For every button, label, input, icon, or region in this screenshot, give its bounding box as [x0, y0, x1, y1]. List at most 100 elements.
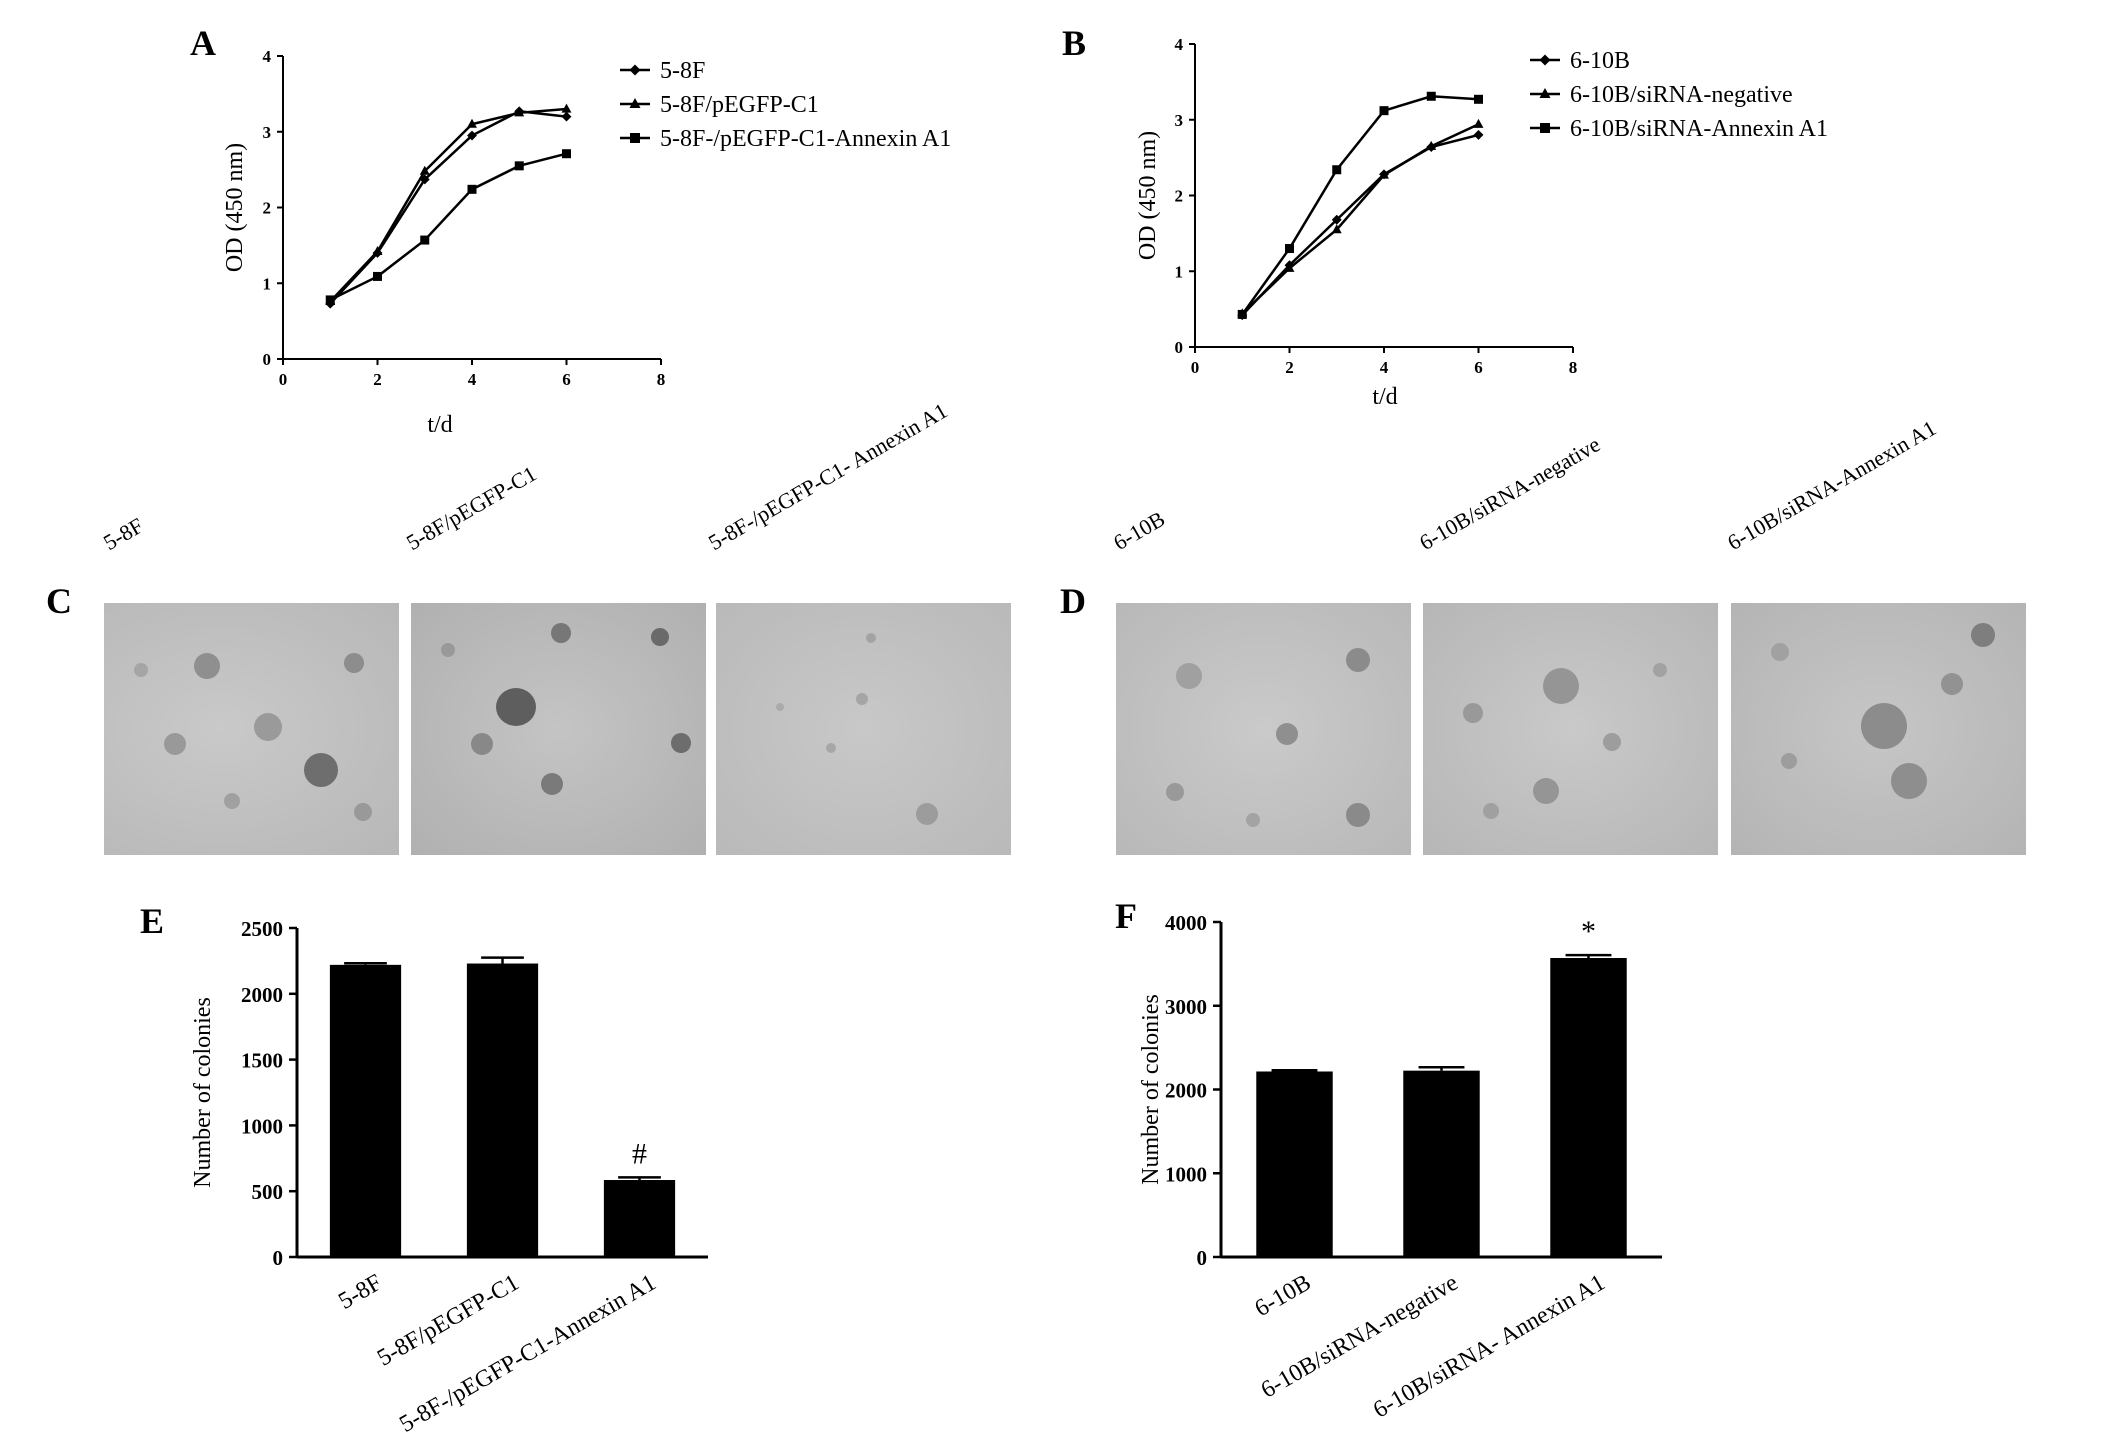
data-point — [514, 161, 524, 171]
x-axis-label: t/d — [1372, 384, 1397, 410]
data-point — [562, 149, 571, 159]
data-point — [1379, 169, 1389, 179]
bar — [603, 1180, 676, 1257]
x-tick-label: 5-8F-/pEGFP-C1-Annexin A1 — [395, 1270, 660, 1438]
legend-label: 6-10B — [1570, 48, 1630, 74]
bar-chart-e: 0 500 1000 1500 2000 2500 Number of colonies 5-… — [190, 917, 708, 1438]
data-point — [1474, 94, 1483, 104]
data-point — [1237, 309, 1247, 319]
micrograph-5-8f — [104, 603, 399, 855]
panel-letter-b: B — [1062, 23, 1087, 63]
y-tick-label: 1000 — [241, 1114, 283, 1138]
x-tick-label: 0 — [279, 370, 288, 389]
y-axis-label: OD (450 nm) — [222, 143, 248, 272]
x-tick-label: 4 — [1380, 358, 1389, 377]
x-tick-label: 6-10B/siRNA- Annexin A1 — [1369, 1270, 1609, 1424]
data-point — [1426, 91, 1436, 101]
data-point — [419, 165, 430, 175]
micrograph-5-8f-pegfp-c1 — [411, 603, 706, 855]
y-tick-label: 4 — [263, 47, 272, 66]
data-point — [1426, 140, 1437, 150]
y-tick-label: 1500 — [241, 1049, 283, 1073]
y-axis-label: OD (450 nm) — [1135, 131, 1161, 260]
panel-letter-e: E — [140, 901, 165, 941]
series-line-3 — [329, 152, 567, 302]
legend-label: 6-10B/siRNA-negative — [1570, 82, 1793, 108]
data-point — [1332, 165, 1342, 175]
x-tick-label: 4 — [468, 370, 477, 389]
data-point — [1284, 262, 1295, 272]
y-axis-label: Number of colonies — [190, 997, 216, 1188]
photo-label-d1: 6-10B — [1109, 505, 1170, 556]
legend-marker — [629, 98, 641, 108]
x-tick-label: 6 — [1474, 358, 1483, 377]
bar — [466, 963, 539, 1257]
significance-mark: * — [1581, 915, 1596, 948]
y-tick-label: 1 — [263, 274, 272, 293]
x-tick-label: 2 — [1285, 358, 1294, 377]
data-point — [467, 130, 477, 141]
panel-letter-c: C — [46, 581, 72, 621]
data-point — [1331, 224, 1342, 234]
y-tick-label: 4 — [1175, 35, 1184, 54]
y-tick-label: 4000 — [1165, 911, 1207, 935]
bar-chart-f: 0 1000 2000 3000 4000 Number of colonies 6-10B… — [1138, 911, 1662, 1424]
bar — [329, 964, 402, 1257]
data-point — [372, 246, 383, 256]
series-line-2 — [1241, 123, 1480, 315]
micrograph-6-10b-sirna-annexin-a1 — [1731, 603, 2026, 855]
legend-label: 5-8F/pEGFP-C1 — [660, 92, 819, 118]
photo-label-c1: 5-8F — [99, 512, 148, 556]
data-point — [467, 184, 477, 194]
data-point — [420, 235, 430, 245]
bar — [1256, 1071, 1333, 1257]
data-point — [561, 103, 572, 113]
panel-letter-f: F — [1115, 896, 1137, 936]
legend-marker — [629, 64, 641, 76]
bar — [1403, 1070, 1480, 1257]
data-point — [419, 174, 430, 185]
y-tick-label: 3 — [1175, 111, 1184, 130]
bar — [1550, 958, 1627, 1257]
x-tick-label: 2 — [373, 370, 382, 389]
series-line-1 — [329, 110, 567, 305]
y-tick-label: 2000 — [241, 983, 283, 1007]
legend-label: 5-8F — [660, 58, 705, 84]
y-tick-label: 0 — [1197, 1246, 1208, 1270]
legend-label: 6-10B/siRNA-Annexin A1 — [1570, 116, 1828, 142]
data-point — [1285, 244, 1294, 254]
y-tick-label: 3 — [263, 123, 272, 142]
series-line-1 — [1241, 133, 1479, 317]
series-line-2 — [329, 107, 567, 303]
line-chart-a: 0 2 4 6 8 0 1 2 3 4 t/d OD (450 nm) 5-8F 5-8F/pEGFP-C… — [222, 47, 951, 438]
legend-marker — [1539, 88, 1551, 98]
data-point — [1473, 129, 1484, 140]
x-tick-label: 6 — [562, 370, 571, 389]
data-point — [373, 271, 382, 281]
legend-marker — [1540, 123, 1550, 133]
x-tick-label: 8 — [1569, 358, 1578, 377]
y-tick-label: 2000 — [1165, 1079, 1207, 1103]
data-point — [514, 107, 525, 117]
legend-marker — [1539, 54, 1551, 66]
series-line-3 — [1241, 95, 1479, 316]
y-tick-label: 0 — [263, 350, 272, 369]
x-tick-label: 6-10B — [1251, 1270, 1316, 1323]
significance-mark: # — [632, 1137, 647, 1170]
data-point — [467, 118, 477, 128]
y-tick-label: 2500 — [241, 917, 283, 941]
x-tick-label: 8 — [657, 370, 666, 389]
data-point — [1473, 118, 1484, 128]
x-axis-label: t/d — [427, 412, 452, 438]
y-tick-label: 2 — [1175, 187, 1184, 206]
data-point — [561, 111, 572, 122]
line-chart-b: 0 2 4 6 8 0 1 2 3 4 t/d OD (450 nm) 6-10B 6-10B/siRNA… — [1135, 35, 1828, 410]
x-tick-label: 5-8F — [334, 1270, 386, 1315]
y-tick-label: 1000 — [1165, 1162, 1207, 1186]
legend-label: 5-8F-/pEGFP-C1-Annexin A1 — [660, 126, 951, 152]
micrograph-5-8f-annexin-a1 — [716, 603, 1011, 855]
panel-letter-a: A — [190, 23, 216, 63]
data-point — [325, 295, 335, 305]
y-tick-label: 0 — [1175, 338, 1184, 357]
data-point — [1331, 214, 1342, 225]
